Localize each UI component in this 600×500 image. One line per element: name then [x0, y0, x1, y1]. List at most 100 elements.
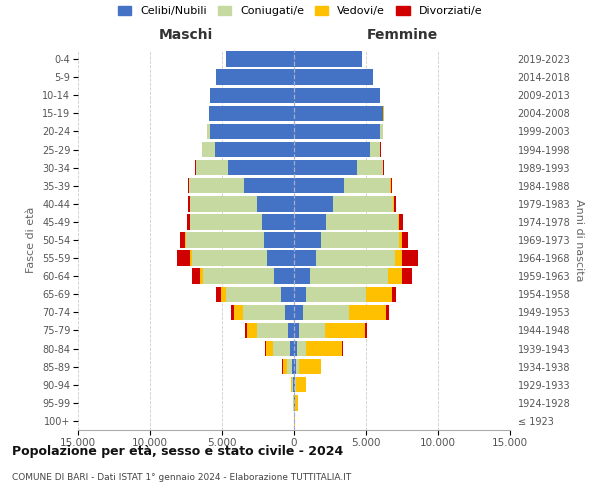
Bar: [211, 88, 294, 103]
Bar: [322, 232, 399, 248]
Bar: [402, 268, 412, 284]
Bar: [295, 395, 298, 410]
Bar: [200, 268, 203, 284]
Bar: [243, 304, 284, 320]
Bar: [294, 341, 297, 356]
Bar: [326, 214, 398, 230]
Bar: [226, 52, 294, 66]
Bar: [273, 341, 290, 356]
Bar: [189, 178, 244, 194]
Bar: [294, 214, 326, 230]
Bar: [216, 286, 221, 302]
Bar: [284, 304, 294, 320]
Bar: [310, 268, 388, 284]
Bar: [402, 250, 418, 266]
Bar: [187, 214, 190, 230]
Bar: [195, 160, 196, 176]
Bar: [266, 250, 294, 266]
Bar: [221, 286, 226, 302]
Bar: [370, 142, 380, 157]
Bar: [190, 214, 262, 230]
Bar: [294, 196, 333, 212]
Bar: [192, 268, 200, 284]
Bar: [185, 232, 186, 248]
Bar: [234, 304, 243, 320]
Bar: [294, 70, 373, 85]
Bar: [386, 304, 389, 320]
Bar: [188, 196, 190, 212]
Bar: [244, 178, 294, 194]
Bar: [399, 214, 403, 230]
Legend: Celibi/Nubili, Coniugati/e, Vedovi/e, Divorziati/e: Celibi/Nubili, Coniugati/e, Vedovi/e, Di…: [118, 6, 482, 16]
Bar: [294, 323, 299, 338]
Bar: [292, 359, 294, 374]
Bar: [316, 250, 395, 266]
Bar: [294, 377, 295, 392]
Bar: [216, 70, 294, 85]
Bar: [398, 214, 399, 230]
Bar: [380, 124, 383, 139]
Bar: [265, 341, 266, 356]
Bar: [294, 250, 316, 266]
Bar: [196, 160, 228, 176]
Bar: [299, 323, 325, 338]
Bar: [245, 323, 247, 338]
Bar: [293, 377, 294, 392]
Bar: [291, 377, 292, 392]
Bar: [228, 160, 294, 176]
Bar: [207, 124, 211, 139]
Bar: [402, 232, 409, 248]
Bar: [325, 323, 365, 338]
Bar: [341, 341, 343, 356]
Bar: [209, 106, 294, 121]
Bar: [399, 232, 402, 248]
Bar: [281, 286, 294, 302]
Bar: [226, 286, 281, 302]
Bar: [294, 178, 344, 194]
Bar: [294, 142, 370, 157]
Bar: [299, 359, 320, 374]
Bar: [190, 250, 192, 266]
Bar: [297, 341, 305, 356]
Bar: [294, 286, 305, 302]
Bar: [283, 359, 287, 374]
Bar: [305, 341, 341, 356]
Bar: [294, 124, 380, 139]
Bar: [388, 268, 402, 284]
Bar: [290, 341, 294, 356]
Bar: [366, 286, 392, 302]
Bar: [203, 268, 274, 284]
Bar: [211, 124, 294, 139]
Bar: [294, 88, 380, 103]
Bar: [287, 359, 292, 374]
Bar: [287, 323, 294, 338]
Bar: [257, 196, 294, 212]
Bar: [186, 232, 264, 248]
Bar: [274, 268, 294, 284]
Bar: [349, 304, 386, 320]
Bar: [365, 323, 367, 338]
Bar: [178, 250, 190, 266]
Bar: [358, 160, 383, 176]
Bar: [294, 160, 358, 176]
Bar: [333, 196, 394, 212]
Bar: [215, 142, 294, 157]
Bar: [344, 178, 391, 194]
Bar: [232, 304, 234, 320]
Bar: [257, 323, 287, 338]
Text: Maschi: Maschi: [159, 28, 213, 42]
Bar: [292, 377, 293, 392]
Bar: [294, 268, 310, 284]
Bar: [188, 178, 189, 194]
Bar: [247, 323, 257, 338]
Bar: [264, 232, 294, 248]
Bar: [296, 359, 299, 374]
Bar: [394, 196, 396, 212]
Bar: [296, 377, 306, 392]
Bar: [395, 250, 402, 266]
Bar: [294, 232, 322, 248]
Bar: [302, 304, 349, 320]
Bar: [192, 250, 266, 266]
Bar: [202, 142, 215, 157]
Bar: [391, 178, 392, 194]
